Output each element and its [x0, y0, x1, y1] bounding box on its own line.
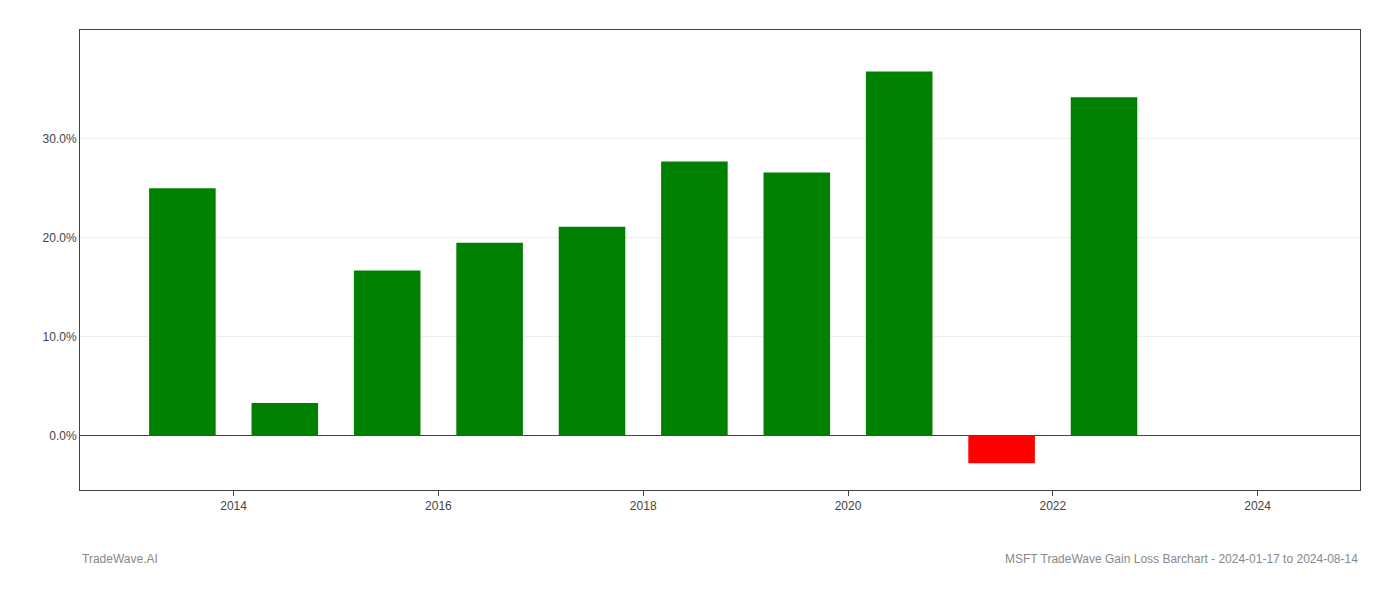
svg-text:2022: 2022 — [1039, 499, 1066, 513]
svg-text:2020: 2020 — [835, 499, 862, 513]
svg-text:2014: 2014 — [220, 499, 247, 513]
svg-text:2024: 2024 — [1244, 499, 1271, 513]
svg-text:30.0%: 30.0% — [43, 132, 77, 146]
svg-text:10.0%: 10.0% — [43, 330, 77, 344]
svg-text:20.0%: 20.0% — [43, 231, 77, 245]
svg-text:MSFT TradeWave Gain Loss Barch: MSFT TradeWave Gain Loss Barchart - 2024… — [1005, 552, 1358, 566]
svg-text:2018: 2018 — [630, 499, 657, 513]
svg-text:2016: 2016 — [425, 499, 452, 513]
svg-text:0.0%: 0.0% — [49, 429, 77, 443]
svg-text:TradeWave.AI: TradeWave.AI — [82, 552, 158, 566]
